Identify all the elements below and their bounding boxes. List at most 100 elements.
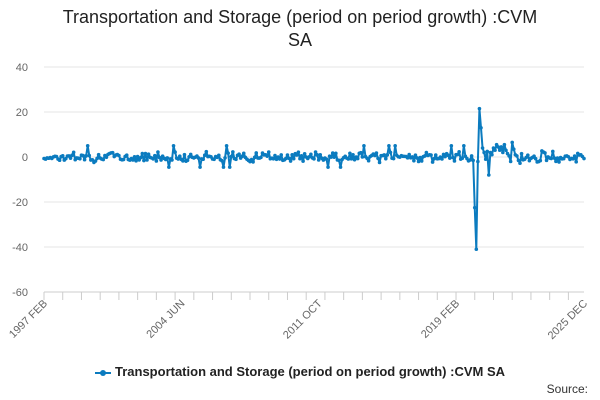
data-point (416, 159, 421, 164)
data-point (252, 155, 257, 160)
data-point (337, 158, 341, 163)
data-point (81, 153, 85, 158)
data-point (298, 156, 302, 161)
data-point (288, 159, 293, 163)
data-point (582, 156, 586, 161)
data-point (477, 106, 482, 111)
data-point (455, 152, 460, 157)
data-point (362, 143, 366, 148)
data-point (177, 154, 182, 158)
data-point (483, 157, 488, 162)
x-tick-label: 2025 DEC (546, 298, 590, 342)
data-point (159, 158, 163, 162)
data-point (440, 157, 444, 161)
data-point (387, 143, 391, 148)
data-point (167, 165, 171, 169)
y-tick-label: -40 (12, 242, 28, 254)
x-tick-label: 1997 FEB (7, 298, 50, 341)
data-point (173, 150, 177, 154)
data-point (446, 153, 451, 158)
data-point (202, 153, 207, 158)
data-point (334, 151, 338, 156)
data-point (227, 165, 232, 169)
data-point (95, 156, 99, 161)
data-point (290, 152, 294, 157)
data-point (533, 156, 538, 161)
data-point (429, 153, 433, 157)
data-point (518, 161, 522, 166)
data-point (407, 152, 412, 157)
data-point (383, 156, 388, 161)
data-point (132, 154, 137, 159)
data-point (307, 155, 312, 159)
data-point (151, 157, 156, 161)
data-point (487, 173, 491, 177)
data-point (352, 157, 357, 162)
data-point (449, 143, 454, 148)
y-tick-label: -60 (12, 287, 28, 299)
data-point (332, 155, 337, 160)
data-point (515, 154, 519, 158)
data-point (153, 153, 157, 158)
data-point (318, 152, 323, 157)
data-point (295, 153, 299, 157)
data-point (196, 156, 201, 160)
data-point (360, 155, 365, 159)
data-point (221, 165, 226, 169)
data-point (496, 145, 500, 149)
data-point (265, 154, 269, 158)
legend[interactable]: Transportation and Storage (period on pe… (0, 364, 600, 379)
data-point (493, 148, 497, 153)
data-point (385, 153, 390, 157)
series-line-path (43, 107, 585, 251)
data-point (110, 150, 115, 155)
data-point (134, 159, 138, 163)
data-point (240, 154, 245, 159)
data-point (231, 150, 235, 154)
data-point (201, 157, 205, 162)
data-point (476, 159, 480, 164)
legend-label: Transportation and Storage (period on pe… (115, 364, 505, 379)
data-point (284, 156, 288, 161)
data-point (142, 158, 146, 163)
chart-title-line-1: Transportation and Storage (period on pe… (62, 7, 538, 27)
data-point (259, 155, 263, 160)
data-point (410, 155, 415, 159)
data-point (279, 153, 284, 157)
data-point (457, 150, 461, 154)
data-point (432, 156, 436, 161)
data-point (182, 152, 187, 157)
data-point (229, 154, 234, 159)
data-point (96, 152, 101, 157)
data-point (497, 148, 502, 153)
data-point (138, 155, 143, 160)
data-point (329, 155, 333, 159)
data-point (479, 125, 483, 130)
data-point (64, 156, 68, 161)
data-point (146, 152, 151, 157)
data-point (451, 155, 455, 160)
data-point (388, 150, 393, 155)
data-point (285, 153, 290, 157)
data-point (181, 159, 185, 163)
data-point (312, 157, 316, 161)
data-point (309, 152, 313, 157)
data-point (204, 149, 209, 154)
data-point (302, 151, 307, 156)
data-point (566, 154, 571, 159)
data-point (572, 154, 577, 158)
data-point (413, 153, 418, 158)
data-point (70, 153, 74, 158)
data-point (324, 157, 329, 161)
data-point (338, 165, 343, 169)
x-axis: 1997 FEB 2004 JUN 2011 OCT 2019 FEB 2025 DEC (7, 291, 590, 342)
data-point (251, 160, 255, 164)
data-point (507, 154, 511, 158)
data-point (412, 158, 416, 163)
data-point (78, 156, 82, 161)
data-point (443, 154, 447, 159)
data-point (469, 154, 474, 158)
data-point (237, 152, 241, 156)
data-point (188, 152, 193, 157)
data-point (382, 153, 387, 157)
